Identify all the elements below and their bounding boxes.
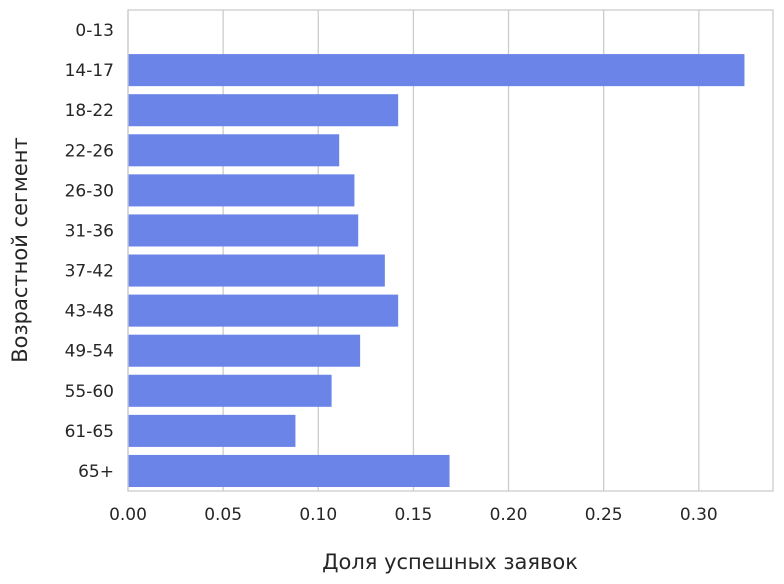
- y-tick-label-55-60: 55-60: [65, 382, 114, 402]
- y-tick-labels: 0-13 14-17 18-22 22-26 26-30 31-36 37-42 43-48 4…: [65, 21, 114, 482]
- x-tick-labels: 0.00 0.05 0.10 0.15 0.20 0.25 0.30: [109, 505, 718, 525]
- y-tick-label-22-26: 22-26: [65, 141, 114, 161]
- y-tick-label-0-13: 0-13: [75, 21, 114, 41]
- y-tick-label-14-17: 14-17: [65, 61, 114, 81]
- x-tick-label-0.00: 0.00: [109, 505, 147, 525]
- bar-49-54: [128, 334, 361, 367]
- y-tick-label-37-42: 37-42: [65, 262, 114, 282]
- x-tick-label-0.30: 0.30: [680, 505, 718, 525]
- grid-lines: [127, 10, 700, 491]
- x-tick-label-0.25: 0.25: [585, 505, 623, 525]
- bar-14-17: [128, 54, 745, 87]
- y-tick-label-31-36: 31-36: [65, 221, 114, 241]
- bar-61-65: [128, 414, 296, 447]
- bar-31-36: [128, 214, 359, 247]
- plot-frame: [127, 9, 774, 492]
- x-tick-label-0.20: 0.20: [490, 505, 528, 525]
- bar-22-26: [128, 134, 340, 167]
- bars: [128, 54, 745, 487]
- bar-65+: [128, 454, 450, 487]
- y-tick-label-26-30: 26-30: [65, 181, 114, 201]
- y-tick-label-49-54: 49-54: [65, 342, 114, 362]
- bar-26-30: [128, 174, 355, 207]
- x-tick-label-0.10: 0.10: [299, 505, 337, 525]
- bar-55-60: [128, 374, 332, 407]
- y-tick-label-43-48: 43-48: [65, 302, 114, 322]
- x-tick-label-0.05: 0.05: [204, 505, 242, 525]
- axes-frame: [127, 9, 774, 492]
- y-axis-title: Возрастной сегмент: [8, 137, 32, 363]
- bar-37-42: [128, 254, 385, 287]
- x-tick-label-0.15: 0.15: [394, 505, 432, 525]
- y-tick-label-65+: 65+: [78, 462, 114, 482]
- bar-43-48: [128, 294, 399, 327]
- y-tick-label-18-22: 18-22: [65, 101, 114, 121]
- y-tick-label-61-65: 61-65: [65, 422, 114, 442]
- x-axis-title: Доля успешных заявок: [322, 550, 578, 574]
- bar-18-22: [128, 94, 399, 127]
